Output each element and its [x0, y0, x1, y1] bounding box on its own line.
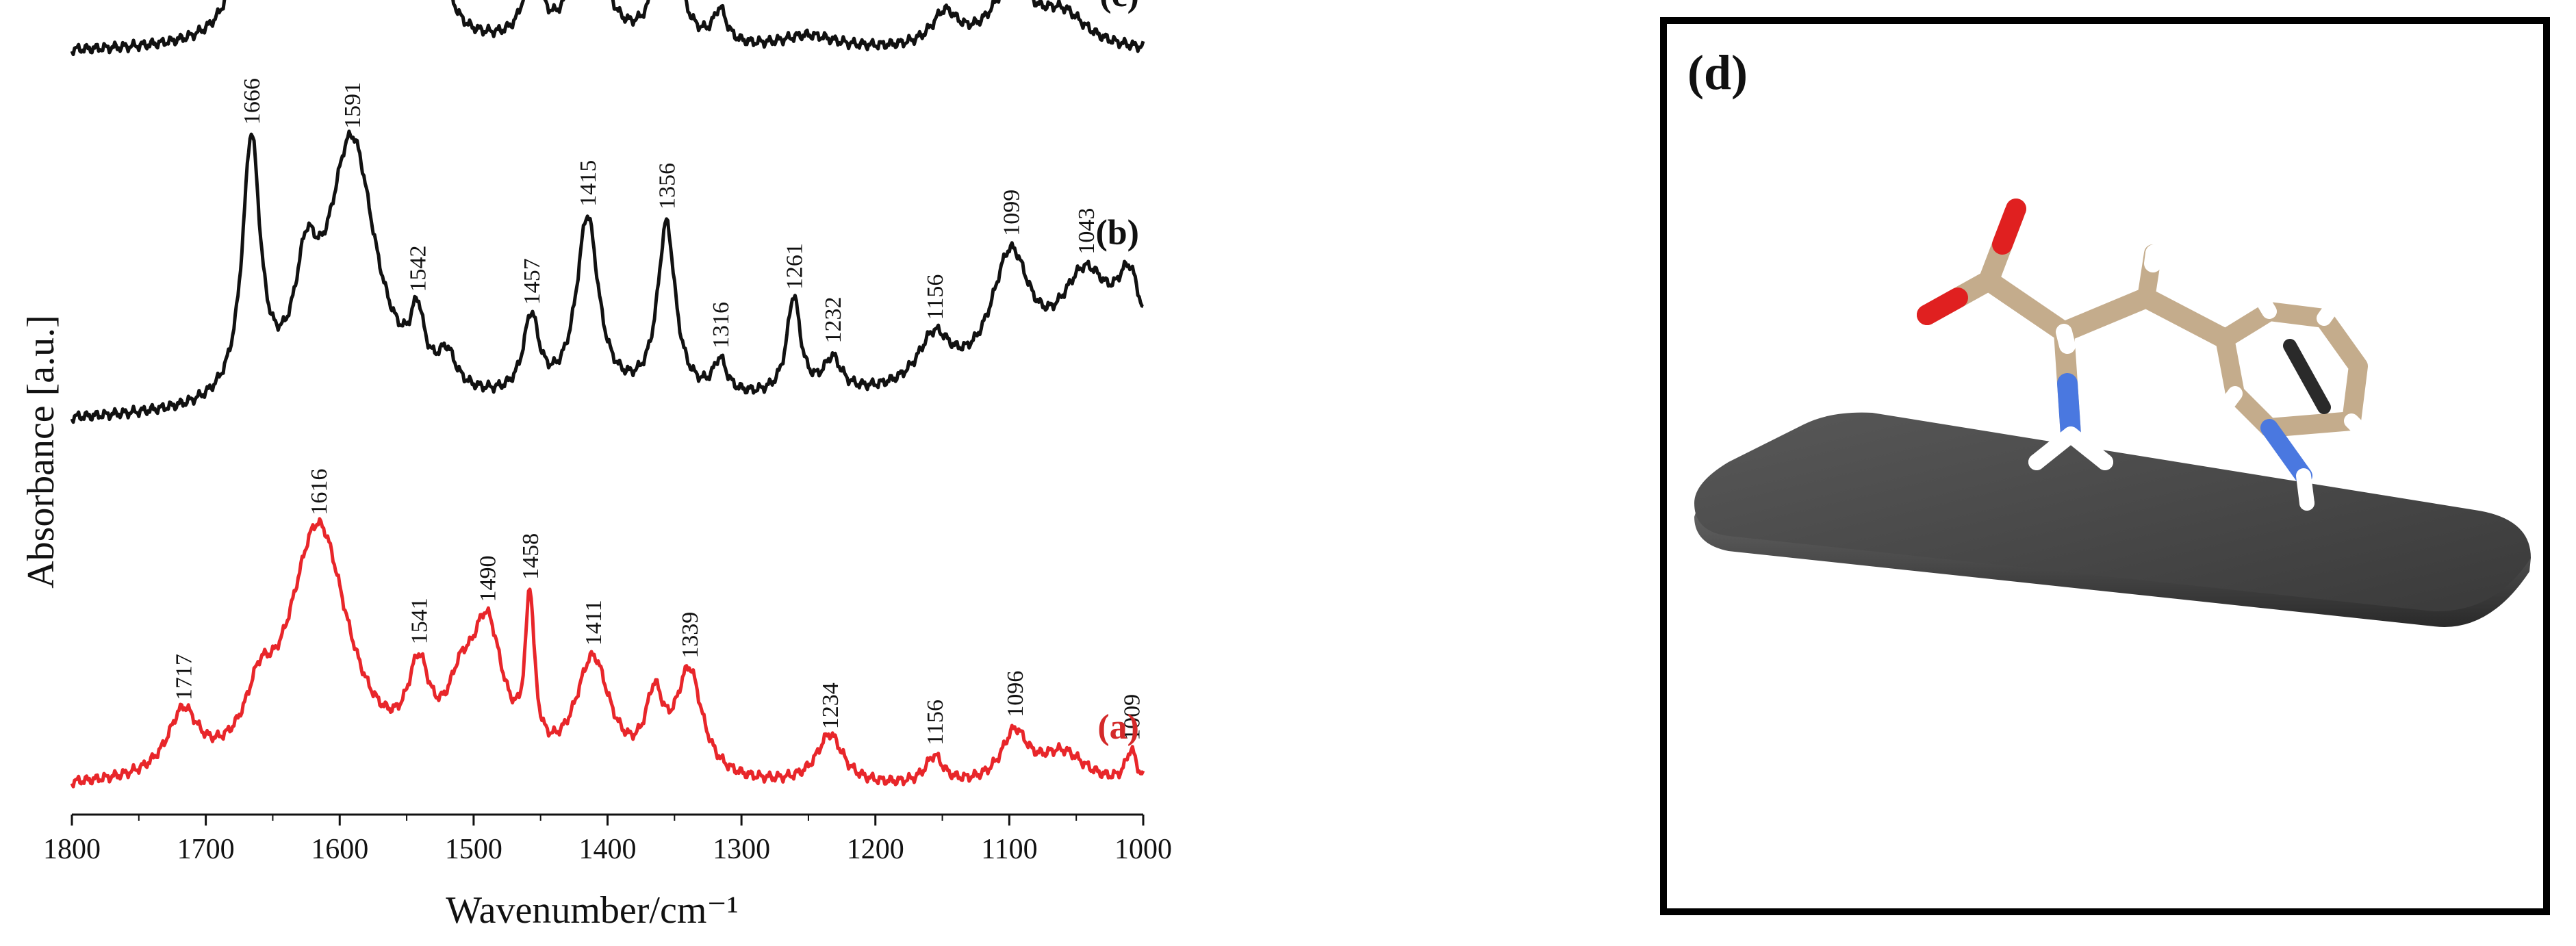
- x-axis-ticks: 1800 1700 1600 1500 1400 1300 1200 1100 1000: [43, 815, 1172, 865]
- surface-slab: [1694, 412, 2531, 612]
- x-tick-label: 1300: [713, 834, 770, 865]
- peak-label: 1099: [999, 190, 1024, 236]
- series-label: (b): [1095, 214, 1139, 253]
- peak-label: 1156: [923, 700, 948, 745]
- peak-label: 1541: [407, 598, 433, 644]
- adsorbed-molecule-illustration: [1694, 199, 2531, 627]
- peak-label: 1316: [709, 302, 734, 348]
- x-tick-label: 1000: [1114, 834, 1172, 865]
- panel-d-label: (d): [1687, 45, 1748, 100]
- series-label: (c): [1099, 0, 1139, 14]
- peak-label: 1234: [818, 682, 843, 729]
- peak-label: 1261: [782, 243, 807, 290]
- x-tick-label: 1100: [981, 834, 1037, 865]
- peak-label: 1591: [340, 82, 366, 129]
- series-label: (a): [1097, 708, 1139, 747]
- x-tick-label: 1600: [311, 834, 368, 865]
- peak-label: 1457: [520, 258, 545, 305]
- peak-label: 1339: [678, 612, 703, 659]
- peak-label: 1458: [518, 533, 544, 580]
- peak-label: 1666: [240, 78, 265, 125]
- peak-label: 1156: [923, 274, 948, 320]
- spectrum-c: 166615911542145614141355131611481098(c): [70, 0, 1145, 57]
- x-tick-label: 1700: [177, 834, 235, 865]
- peak-label: 1232: [821, 297, 846, 344]
- x-axis-label: Wavenumber/cm⁻¹: [446, 889, 738, 932]
- peak-label: 1717: [171, 654, 196, 700]
- peak-label: 1009: [1119, 694, 1145, 741]
- molecule-atoms: [1917, 199, 2400, 511]
- peak-label: 1415: [576, 160, 601, 207]
- spectra-series: 166615911542145614141355131611481098(c) 1…: [70, 0, 1145, 789]
- spectrum-line: [70, 129, 1145, 424]
- peak-label: 1490: [475, 556, 500, 602]
- spectrum-b: 1666 1591 1542 1457 1415 1356 1316 1261 1232 1156…: [70, 78, 1145, 424]
- peak-label: 1616: [307, 469, 332, 515]
- peak-label: 1411: [581, 600, 607, 645]
- spectrum-line: [70, 0, 1145, 57]
- peak-label: 1043: [1074, 208, 1099, 255]
- peak-label: 1096: [1003, 671, 1028, 717]
- x-tick-label: 1800: [43, 834, 101, 865]
- ftir-chart: 166615911542145614141355131611481098(c) 1…: [20, 0, 1172, 932]
- peak-label: 1356: [655, 163, 680, 209]
- y-axis-label: Absorbance [a.u.]: [20, 315, 62, 589]
- spectrum-line: [70, 517, 1145, 789]
- x-tick-label: 1500: [445, 834, 502, 865]
- peak-label: 1542: [406, 246, 431, 292]
- spectrum-a: 1717 1616 1541 1490 1458 1411 1339 1234 1156 1096…: [70, 469, 1145, 789]
- x-tick-label: 1200: [847, 834, 904, 865]
- molecule-adsorption-panel: (d): [1660, 17, 2550, 915]
- x-tick-label: 1400: [579, 834, 637, 865]
